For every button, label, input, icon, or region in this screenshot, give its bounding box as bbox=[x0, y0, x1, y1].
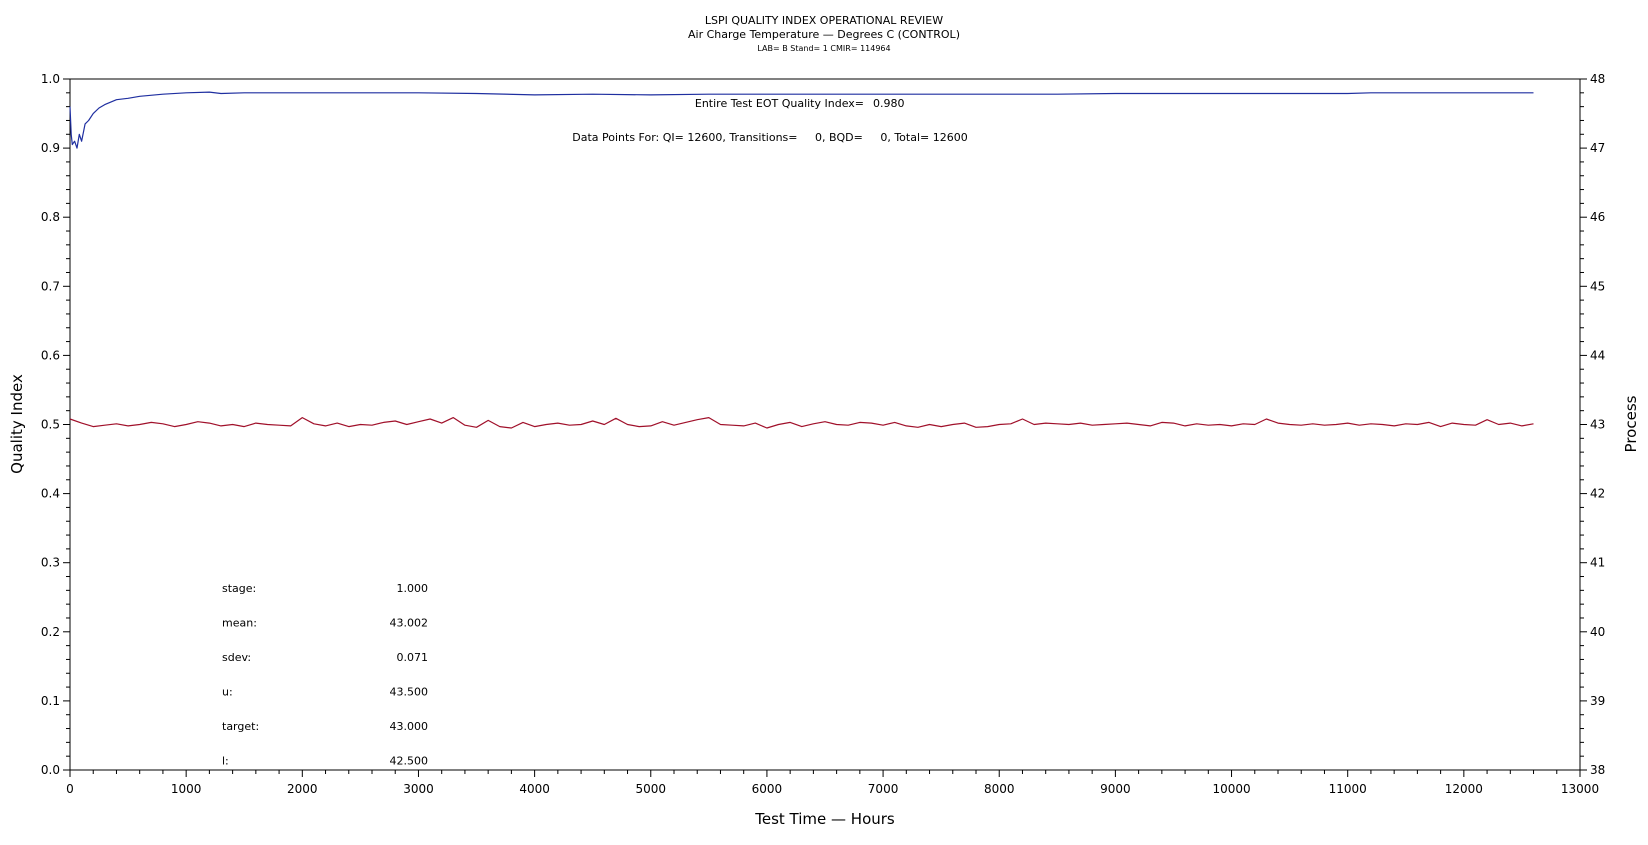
series-lines bbox=[69, 91, 1534, 429]
stat-label: stage: bbox=[222, 582, 256, 595]
y-right-tick-label: 43 bbox=[1590, 418, 1605, 432]
chart-subtitle-2: LAB= B Stand= 1 CMIR= 114964 bbox=[757, 44, 890, 53]
y-axis-right-label: Process bbox=[1622, 395, 1640, 452]
stat-label: u: bbox=[222, 686, 233, 699]
x-tick-label: 6000 bbox=[752, 782, 783, 796]
x-tick-label: 12000 bbox=[1445, 782, 1483, 796]
y-left-tick-label: 0.3 bbox=[41, 556, 60, 570]
chart-title: LSPI QUALITY INDEX OPERATIONAL REVIEW bbox=[705, 14, 943, 27]
eot-value: 0.980 bbox=[873, 97, 905, 110]
y-left-tick-label: 1.0 bbox=[41, 72, 60, 86]
y-right-tick-label: 46 bbox=[1590, 210, 1605, 224]
y-right-tick-label: 44 bbox=[1590, 348, 1605, 362]
data-points-annotation: Data Points For: QI= 12600, Transitions=… bbox=[572, 131, 967, 144]
y-right-tick-label: 40 bbox=[1590, 625, 1605, 639]
stat-value: 0.071 bbox=[397, 651, 429, 664]
x-tick-label: 5000 bbox=[635, 782, 666, 796]
x-tick-label: 11000 bbox=[1329, 782, 1367, 796]
stat-label: mean: bbox=[222, 617, 257, 630]
x-tick-label: 10000 bbox=[1212, 782, 1250, 796]
y-left-tick-label: 0.1 bbox=[41, 694, 60, 708]
y-left-tick-label: 0.2 bbox=[41, 625, 60, 639]
x-tick-label: 4000 bbox=[519, 782, 550, 796]
stat-value: 1.000 bbox=[397, 582, 429, 595]
axis-ticks: 0 1000 2000 3000 4000 5000 6000 7000 8000 9000 100… bbox=[41, 72, 1605, 796]
x-tick-label: 7000 bbox=[868, 782, 899, 796]
y-right-tick-label: 38 bbox=[1590, 763, 1605, 777]
stat-label: l: bbox=[222, 755, 229, 768]
x-tick-label: 2000 bbox=[287, 782, 318, 796]
x-tick-label: 8000 bbox=[984, 782, 1015, 796]
y-left-tick-label: 0.6 bbox=[41, 348, 60, 362]
stats-box: stage: 1.000 mean: 43.002 sdev: 0.071 u: 43.500… bbox=[222, 582, 428, 768]
stat-label: sdev: bbox=[222, 651, 251, 664]
y-left-tick-label: 0.9 bbox=[41, 141, 60, 155]
stat-value: 43.500 bbox=[390, 686, 429, 699]
y-axis-left-label: Quality Index bbox=[8, 374, 26, 474]
x-tick-label: 1000 bbox=[171, 782, 202, 796]
chart-subtitle: Air Charge Temperature — Degrees C (CONT… bbox=[688, 28, 960, 41]
y-right-tick-label: 47 bbox=[1590, 141, 1605, 155]
y-left-tick-label: 0.4 bbox=[41, 487, 60, 501]
y-right-tick-label: 42 bbox=[1590, 487, 1605, 501]
quality-index-line bbox=[69, 91, 1534, 149]
y-left-tick-label: 0.8 bbox=[41, 210, 60, 224]
x-tick-label: 0 bbox=[66, 782, 74, 796]
y-right-tick-label: 41 bbox=[1590, 556, 1605, 570]
y-right-tick-label: 45 bbox=[1590, 279, 1605, 293]
x-tick-label: 13000 bbox=[1561, 782, 1599, 796]
x-axis-label: Test Time — Hours bbox=[754, 810, 895, 828]
y-right-tick-label: 48 bbox=[1590, 72, 1605, 86]
stat-value: 42.500 bbox=[390, 755, 429, 768]
eot-label: Entire Test EOT Quality Index= bbox=[695, 97, 864, 110]
stat-label: target: bbox=[222, 720, 259, 733]
y-left-tick-label: 0.7 bbox=[41, 279, 60, 293]
y-left-tick-label: 0.5 bbox=[41, 418, 60, 432]
stat-value: 43.000 bbox=[390, 720, 429, 733]
stat-value: 43.002 bbox=[390, 617, 429, 630]
y-left-tick-label: 0.0 bbox=[41, 763, 60, 777]
x-tick-label: 3000 bbox=[403, 782, 434, 796]
process-line bbox=[69, 417, 1534, 429]
y-right-tick-label: 39 bbox=[1590, 694, 1605, 708]
x-tick-label: 9000 bbox=[1100, 782, 1131, 796]
